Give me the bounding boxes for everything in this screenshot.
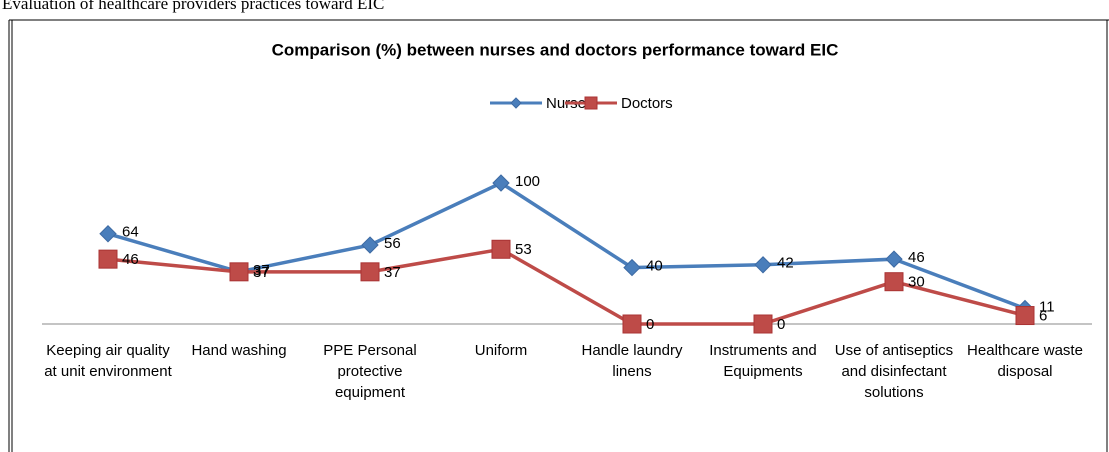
marker — [361, 236, 379, 254]
data-label: 56 — [384, 235, 401, 252]
data-label: 64 — [122, 224, 139, 241]
data-label: 46 — [122, 251, 139, 268]
x-tick-label: Uniform — [474, 342, 528, 359]
x-tick-label: Instruments and Equipments — [709, 342, 817, 380]
data-label: 0 — [777, 316, 785, 333]
data-label: 100 — [515, 173, 540, 190]
x-tick-label: PPE Personal protective equipment — [323, 342, 417, 401]
data-label: 46 — [908, 249, 925, 266]
marker — [99, 225, 117, 243]
x-tick-label: Healthcare waste disposal — [967, 342, 1083, 380]
marker — [753, 314, 773, 334]
data-label: 37 — [253, 262, 270, 279]
marker — [885, 250, 903, 268]
marker — [754, 256, 772, 274]
caption: Evaluation of healthcare providers pract… — [2, 0, 385, 13]
marker — [491, 239, 511, 259]
legend-label: Doctors — [621, 95, 673, 112]
data-label: 11 — [1039, 298, 1055, 315]
chart-title: Comparison (%) between nurses and doctor… — [272, 40, 839, 59]
data-label: 42 — [777, 255, 794, 272]
x-tick-label: Handle laundry linens — [581, 342, 683, 380]
marker — [229, 262, 249, 282]
data-label: 37 — [384, 264, 401, 281]
marker — [622, 314, 642, 334]
marker — [360, 262, 380, 282]
marker — [98, 249, 118, 269]
x-tick-label: Hand washing — [191, 342, 287, 359]
data-label: 30 — [908, 274, 925, 291]
data-label: 40 — [646, 258, 663, 275]
legend-marker — [584, 96, 598, 110]
marker — [492, 174, 510, 192]
data-label: 37 — [253, 264, 270, 281]
marker — [1015, 306, 1035, 326]
marker — [884, 272, 904, 292]
x-tick-label: Keeping air quality at unit environment — [44, 342, 172, 380]
marker — [623, 258, 641, 277]
legend-marker — [510, 97, 522, 109]
x-tick-label: Use of antiseptics and disinfectant solu… — [834, 342, 954, 401]
data-label: 53 — [515, 241, 532, 258]
data-label: 0 — [646, 316, 654, 333]
series-line — [107, 247, 1026, 326]
data-label: 6 — [1039, 308, 1047, 325]
series-line — [107, 181, 1026, 311]
